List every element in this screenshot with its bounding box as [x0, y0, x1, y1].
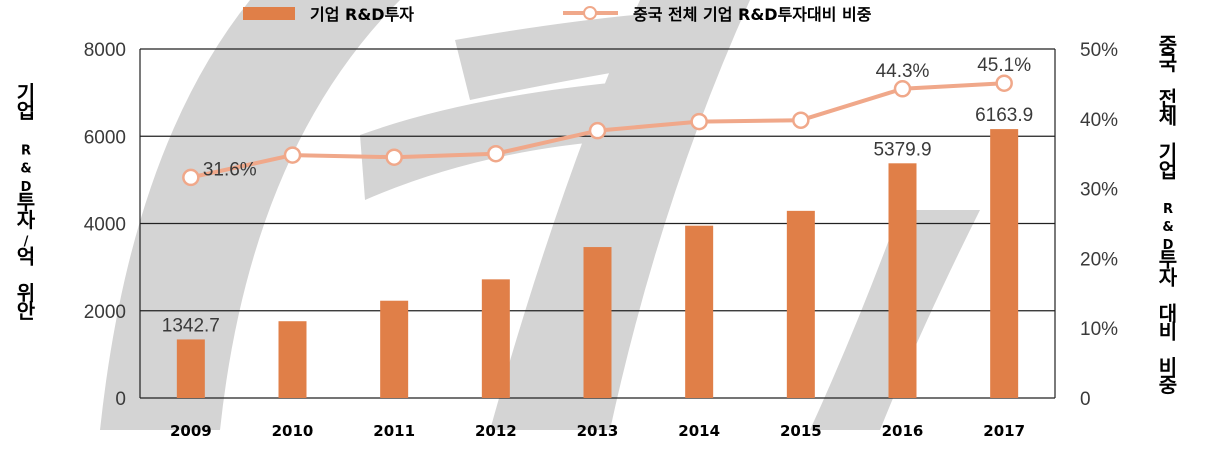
line-point-2010	[283, 146, 302, 164]
line-point-2009	[182, 168, 200, 187]
legend: 기업 R&D투자 중국 전체 기업 R&D투자대비 비중	[243, 5, 872, 24]
background-watermark	[100, 0, 980, 430]
x-tick-label: 2017	[983, 422, 1025, 440]
bar-2012	[481, 279, 510, 398]
bar-value-label: 1342.7	[162, 315, 220, 336]
line-point-2017	[995, 74, 1013, 92]
legend-bar-label: 기업 R&D투자	[310, 5, 414, 24]
line-point-2016	[893, 80, 912, 98]
bar-2011	[380, 300, 409, 398]
line-value-label: 45.1%	[977, 55, 1031, 76]
bar-2010	[278, 321, 307, 398]
x-tick-label: 2015	[780, 422, 822, 440]
line-point-2012	[487, 144, 505, 163]
y2-tick-label: 40%	[1080, 110, 1118, 131]
line-series	[182, 74, 1013, 187]
legend-line-marker	[583, 6, 597, 20]
left-axis-ticks: 0 2000 4000 6000 8000	[84, 40, 126, 410]
bar-2009	[176, 339, 205, 398]
bar-value-label: 6163.9	[975, 105, 1033, 126]
line-point-2014	[690, 112, 708, 131]
x-tick-label: 2016	[882, 422, 924, 440]
x-tick-label: 2013	[577, 422, 619, 440]
x-tick-label: 2012	[475, 422, 517, 440]
bar-2013	[583, 247, 612, 398]
bar-2016	[888, 163, 917, 398]
y-tick-label: 2000	[84, 302, 126, 323]
y-tick-label: 4000	[84, 215, 126, 236]
line-point-2011	[385, 148, 403, 166]
y-tick-label: 8000	[84, 40, 126, 61]
line-point-2013	[588, 121, 607, 140]
bar-2015	[786, 210, 815, 398]
x-tick-label: 2010	[272, 422, 314, 440]
x-tick-label: 2011	[373, 422, 415, 440]
data-labels: 1342.7 5379.9 6163.9 31.6% 44.3% 45.1%	[162, 55, 1033, 336]
y2-tick-label: 50%	[1080, 40, 1118, 61]
bar-2017	[990, 129, 1019, 399]
legend-bar-swatch	[243, 7, 295, 20]
x-tick-label: 2014	[678, 422, 720, 440]
y2-tick-label: 20%	[1080, 249, 1118, 270]
line-value-label: 31.6%	[203, 159, 257, 180]
bar-series	[176, 129, 1019, 399]
bar-2014	[685, 225, 714, 398]
x-tick-label: 2009	[170, 422, 212, 440]
bar-value-label: 5379.9	[873, 139, 931, 160]
y2-tick-label: 10%	[1080, 319, 1118, 340]
line-point-2015	[792, 111, 810, 129]
line-value-label: 44.3%	[876, 61, 930, 82]
right-axis-ticks: 0 10% 20% 30% 40% 50%	[1080, 40, 1118, 410]
y-tick-label: 0	[115, 389, 126, 410]
y2-tick-label: 30%	[1080, 180, 1118, 201]
y-tick-label: 6000	[84, 127, 126, 148]
legend-line-label: 중국 전체 기업 R&D투자대비 비중	[633, 5, 872, 24]
x-axis-ticks: 2009 2010 2011 2012 2013 2014 2015 2016 2017	[170, 422, 1025, 440]
y2-tick-label: 0	[1080, 389, 1091, 410]
